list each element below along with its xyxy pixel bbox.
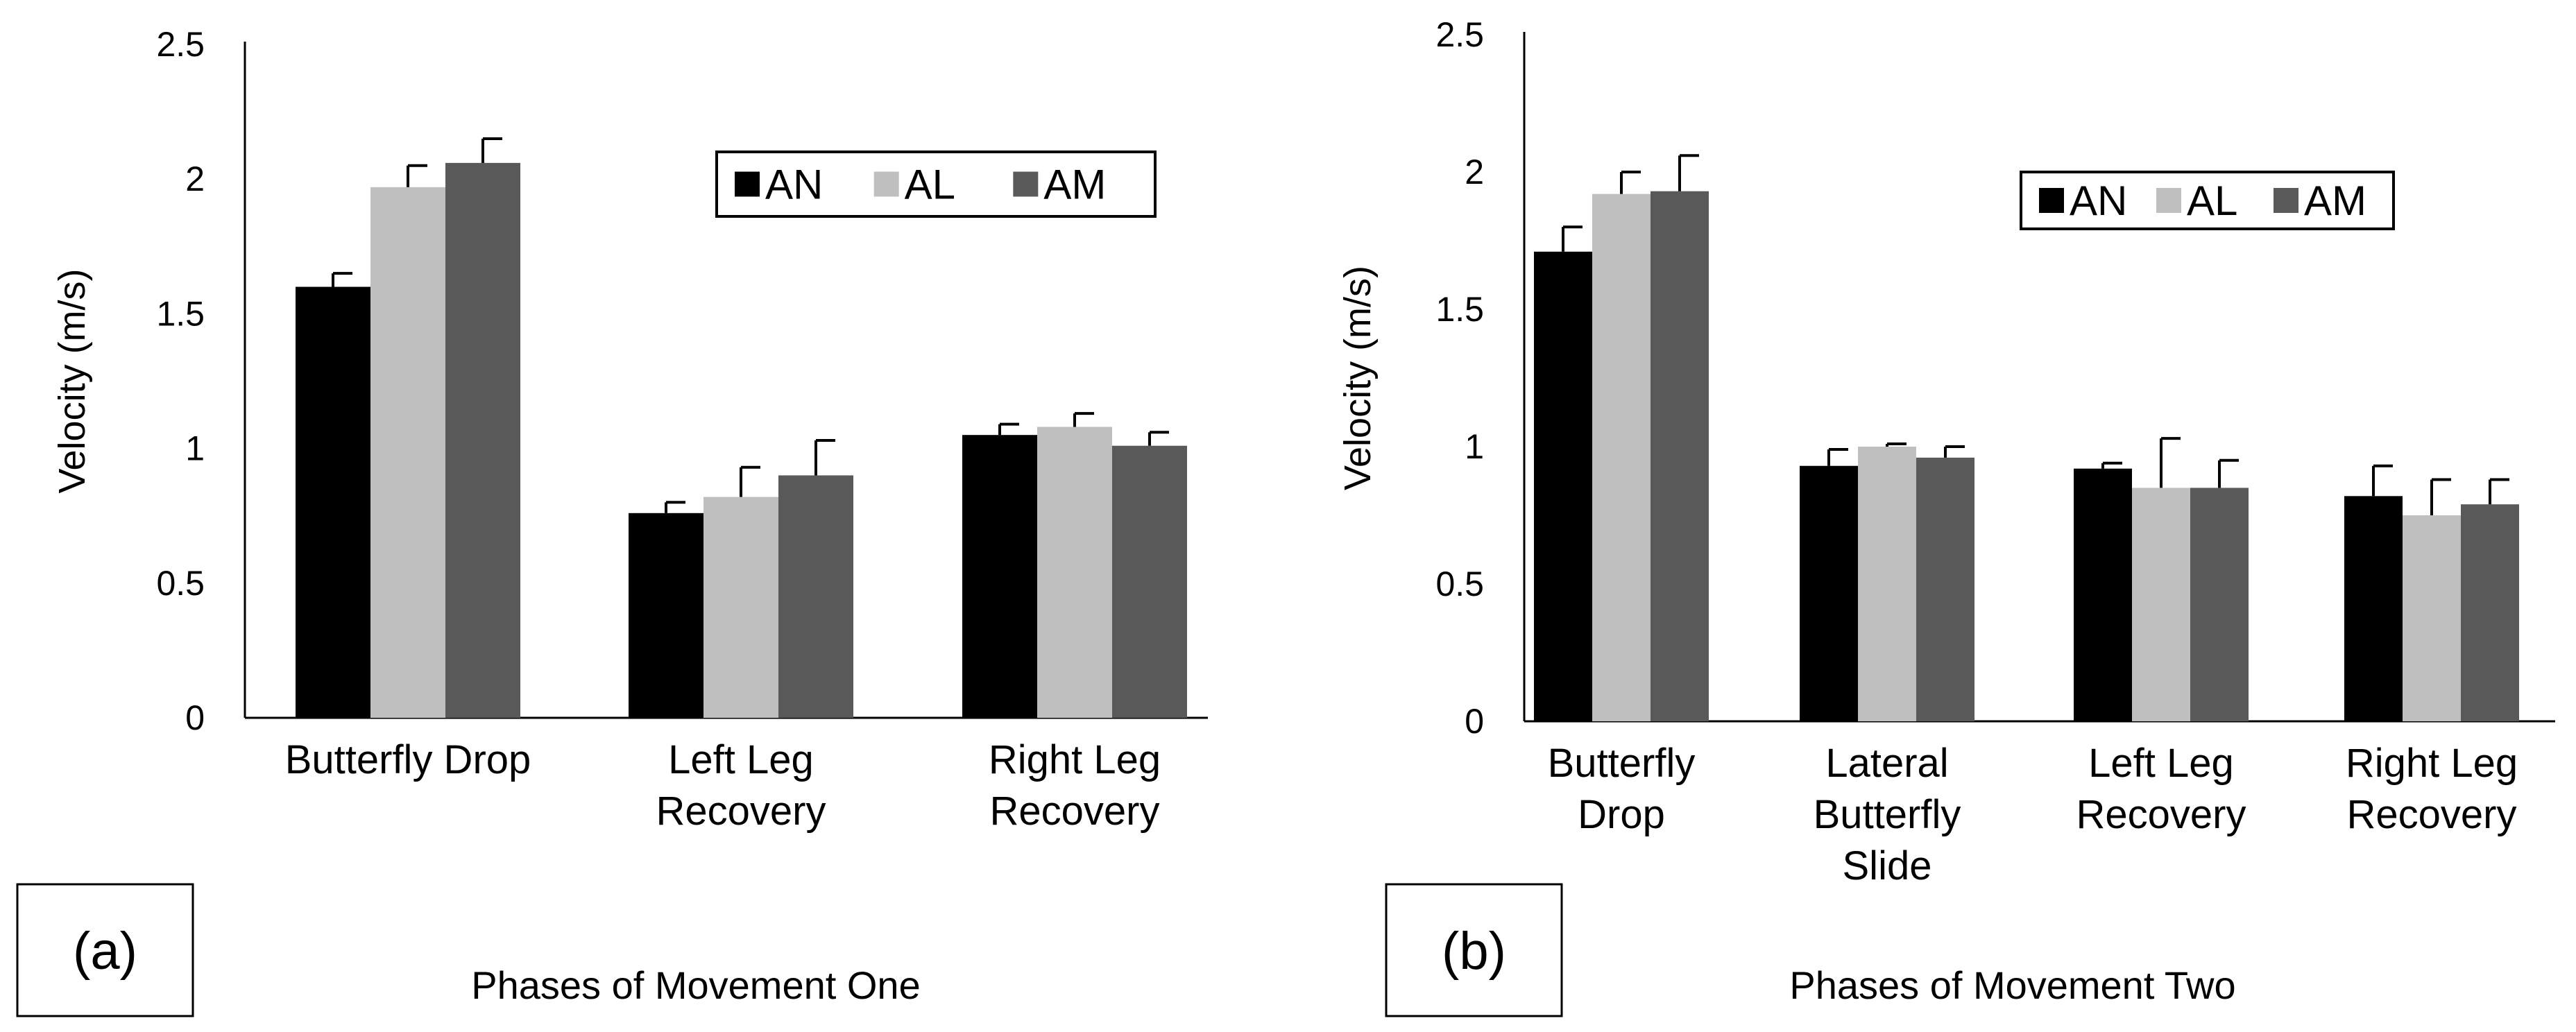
bar-al [2403,515,2461,721]
x-category-label: Left Leg Recovery [656,737,826,834]
bar-al [1037,427,1112,718]
y-tick-label: 2.5 [1435,15,1484,54]
bar-am [2190,488,2249,721]
bar-al [1592,194,1650,721]
legend-swatch-am [2274,188,2298,213]
legend-swatch-al [2156,188,2181,213]
bar-an [296,286,370,718]
bar-al [370,187,445,718]
x-category-label-line: Butterfly Drop [285,737,531,782]
x-category-label: Left Leg Recovery [2076,741,2246,837]
y-tick-label: 0.5 [156,564,205,603]
legend-label-an: AN [765,162,823,208]
x-category-label-line: Right Leg [989,737,1161,782]
x-category-label-line: Recovery [2347,792,2517,837]
bar-am [2461,504,2519,721]
legend-swatch-an [735,171,760,197]
bar-an [2074,468,2132,721]
x-axis-title: Phases of Movement Two [1789,963,2235,1007]
bar-am [445,162,520,718]
y-tick-label: 0.5 [1435,565,1484,603]
x-category-label: Right Leg Recovery [2346,741,2518,837]
bar-an [1800,465,1858,721]
legend-swatch-am [1013,171,1039,197]
y-tick-label: 0 [1465,702,1484,741]
y-tick-label: 1.5 [156,294,205,333]
x-category-label: Butterfly Drop [1548,741,1696,837]
x-category-label-line: Left Leg [2088,741,2234,786]
panel-b: 0 0.5 1 1.5 2 2.5 Butterfly Drop Lateral Butterfl… [1337,15,2555,1017]
x-category-label: Lateral Butterfly Slide [1814,741,1961,888]
bar-al [2132,488,2190,721]
x-category-label-line: Recovery [656,789,826,834]
y-tick-label: 2.5 [156,25,205,64]
x-category-label-line: Lateral [1825,741,1948,786]
y-axis-title: Velocity (m/s) [1337,266,1379,490]
legend-label-al: AL [905,162,955,208]
legend-label-am: AM [2304,178,2366,224]
x-category-label: Butterfly Drop [285,737,531,782]
x-category-label-line: Drop [1578,792,1665,837]
bar-al [1858,447,1916,721]
legend-label-am: AM [1043,162,1106,208]
x-category-label-line: Slide [1843,843,1932,888]
legend-label-al: AL [2187,178,2237,224]
bar-an [1534,251,1592,722]
y-tick-label: 1 [185,429,205,468]
legend-box [2020,171,2395,230]
x-category-label-line: Recovery [990,789,1160,834]
x-axis-title: Phases of Movement One [471,963,920,1007]
x-category-label-line: Right Leg [2346,741,2518,786]
panel-label: (a) [73,922,137,981]
y-axis-title: Velocity (m/s) [51,268,93,493]
x-category-label-line: Butterfly [1814,792,1961,837]
bar-am [1112,445,1187,718]
y-tick-label: 1 [1465,427,1484,466]
y-tick-label: 1.5 [1435,290,1484,329]
panel-label-box [16,883,194,1017]
legend-swatch-al [873,171,899,197]
legend: AN AL AM [715,150,1157,218]
legend-label-an: AN [2070,178,2127,224]
bar-an [2344,496,2403,721]
y-tick-label: 2 [1465,153,1484,191]
y-tick-label: 0 [185,698,205,737]
legend-swatch-an [2039,188,2064,213]
legend: AN AL AM [2020,171,2395,230]
panel-label: (b) [1442,922,1506,981]
bar-am [778,475,853,718]
panel-a: 0 0.5 1 1.5 2 2.5 Butterfly Drop Left Leg Recove… [16,25,1208,1017]
bar-an [962,435,1037,718]
legend-box [715,150,1157,218]
x-category-label-line: Left Leg [668,737,814,782]
bar-am [1916,457,1974,721]
bar-am [1650,191,1709,722]
bar-al [703,497,778,718]
bar-an [629,513,703,718]
x-category-label-line: Recovery [2076,792,2246,837]
x-category-label-line: Butterfly [1548,741,1696,786]
panel-label-box [1385,883,1563,1017]
x-category-label: Right Leg Recovery [989,737,1161,834]
y-tick-label: 2 [185,160,205,198]
